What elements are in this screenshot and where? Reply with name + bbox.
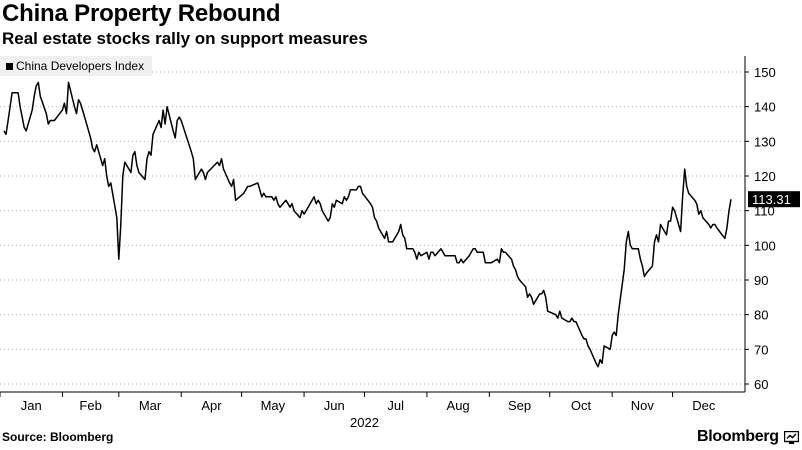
x-year-label: 2022 <box>350 415 379 430</box>
series-layer <box>3 81 732 368</box>
brand-wordmark: Bloomberg <box>697 428 779 445</box>
gridlines <box>0 71 745 385</box>
x-tick-label: Dec <box>692 398 716 413</box>
y-tick-label: 150 <box>754 65 776 80</box>
y-tick-label: 120 <box>754 169 776 184</box>
x-tick-label: Nov <box>631 398 655 413</box>
legend-label: China Developers Index <box>16 59 145 73</box>
y-tick-label: 130 <box>754 134 776 149</box>
axes <box>0 56 749 397</box>
y-tick-label: 60 <box>754 377 768 392</box>
y-tick-label: 90 <box>754 273 768 288</box>
y-tick-label: 80 <box>754 308 768 323</box>
legend: China Developers Index <box>0 56 152 76</box>
chart-subtitle: Real estate stocks rally on support meas… <box>2 29 368 48</box>
x-tick-label: Feb <box>79 398 101 413</box>
x-tick-label: Jan <box>21 398 42 413</box>
legend-swatch-icon <box>6 62 13 70</box>
x-tick-label: Oct <box>571 398 592 413</box>
x-tick-label: Jun <box>324 398 345 413</box>
last-value-badge <box>748 191 800 208</box>
labels: 60 70 80 90 100 110 120 130 140 150 Jan Feb Mar Apr Ma… <box>21 65 800 430</box>
y-tick-label: 70 <box>754 342 768 357</box>
y-tick-label: 140 <box>754 100 776 115</box>
last-value-label: 113.31 <box>752 192 791 207</box>
x-tick-label: Mar <box>139 398 162 413</box>
x-tick-label: Sep <box>508 398 531 413</box>
y-tick-label: 110 <box>754 204 775 219</box>
x-tick-label: May <box>261 398 286 413</box>
series-line-china-developers-index <box>3 81 732 368</box>
y-tick-label: 100 <box>754 238 776 253</box>
x-tick-label: Apr <box>201 398 222 413</box>
source-note: Source: Bloomberg <box>2 430 114 444</box>
chart-title: China Property Rebound <box>2 0 281 27</box>
x-tick-label: Aug <box>447 398 470 413</box>
x-tick-label: Jul <box>387 398 404 413</box>
bloomberg-terminal-icon <box>784 431 799 444</box>
